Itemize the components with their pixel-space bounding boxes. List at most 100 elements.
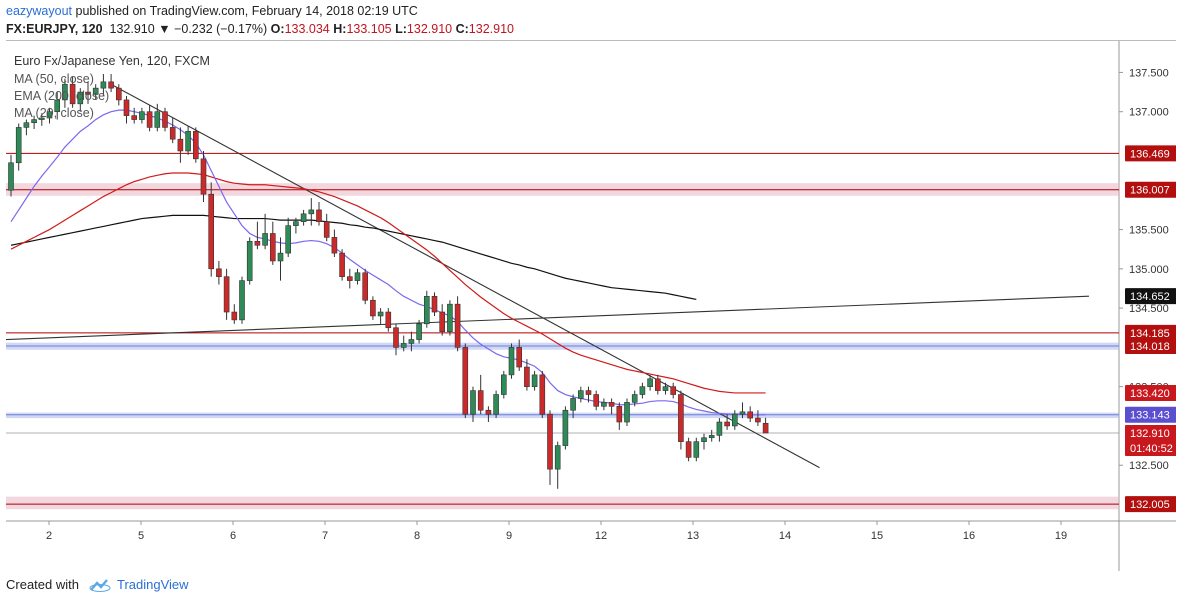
trendline [6,295,1090,341]
down-arrow-icon: ▼ [158,22,171,36]
price-tag-label: 01:40:52 [1130,443,1173,455]
candle [408,339,415,344]
y-tick-label: 134.500 [1129,303,1169,315]
price-chart[interactable]: 137.500137.000135.500135.000134.500133.5… [6,41,1176,571]
candle [139,111,145,120]
candle [69,83,76,105]
candle [46,111,53,119]
candle [447,303,453,332]
candle [454,303,461,348]
candle [38,117,45,120]
price-tag-label: 134.018 [1130,341,1170,353]
candle [439,311,446,332]
candle [62,83,68,101]
candle [708,435,715,439]
candle [193,131,199,160]
candle [547,413,553,470]
candle [585,390,592,395]
candle [747,411,754,419]
candle [331,237,338,254]
price-tag-label: 133.143 [1130,410,1170,422]
x-tick-label: 12 [595,530,607,542]
y-tick-label: 137.500 [1129,67,1169,79]
candle [77,91,84,105]
y-tick-label: 135.000 [1129,264,1169,276]
candle [608,402,615,407]
candle [716,421,723,436]
support-band [6,412,1119,419]
candle [123,99,130,116]
candle [285,225,292,254]
tradingview-link[interactable]: TradingView [116,577,189,592]
candle [416,323,422,340]
low-value: 132.910 [406,22,453,36]
candle [516,347,523,368]
candle [362,272,369,301]
price-tag-label: 134.652 [1130,291,1170,303]
candle [678,394,684,442]
ma50-line [10,172,766,394]
candle [624,402,630,423]
candle [216,268,222,277]
price-tag-label: 133.420 [1130,388,1170,400]
x-tick-label: 14 [779,530,791,542]
candle [377,311,384,317]
candle [423,296,430,325]
candle [462,347,469,415]
price-tag-label: 134.185 [1130,328,1170,340]
chart-title: Euro Fx/Japanese Yen, 120, FXCM [14,54,210,68]
x-tick-label: 6 [230,530,236,542]
tradingview-cloud-icon [89,579,111,592]
candle [762,422,769,434]
candle [15,127,22,164]
candle [739,411,746,415]
candle [323,221,330,238]
high-label: H: [333,22,347,36]
candle [731,413,738,427]
close-value: 132.910 [468,22,514,36]
publish-header: eazywayout published on TradingView.com,… [6,3,418,20]
legend-entry: MA (50, close) [14,72,94,86]
candle [293,221,299,226]
y-tick-label: 132.500 [1129,460,1169,472]
candle [601,402,607,407]
price-tag [1125,181,1176,198]
created-with-text: Created with [6,577,79,592]
x-tick-label: 9 [506,530,512,542]
candle [231,311,238,321]
candle [54,99,61,113]
close-label: C: [455,22,469,36]
candle [662,386,669,391]
candle [177,138,184,152]
candle [477,390,484,411]
candle [300,213,307,222]
trendline [113,85,820,469]
candle [200,158,207,195]
candle [169,127,176,140]
candle [531,374,538,387]
y-tick-label: 135.500 [1129,225,1169,237]
candle [670,386,677,395]
candle [131,115,137,120]
candle [554,445,561,470]
legend-entry: EMA (200, close) [14,89,109,103]
candle [185,131,191,152]
publish-info: published on TradingView.com, February 1… [72,4,418,18]
chart-area[interactable]: 137.500137.000135.500135.000134.500133.5… [6,40,1176,571]
candle [755,417,761,423]
x-tick-label: 2 [46,530,52,542]
candle [346,276,353,281]
candle [500,374,507,395]
candle [146,111,153,128]
candle [616,406,623,423]
candle [400,343,407,348]
candle [208,193,214,270]
candle [154,111,161,128]
candle [31,119,37,124]
footer: Created with TradingView [6,576,189,594]
y-tick-label: 137.000 [1129,107,1169,119]
legend-entry: MA (20, close) [14,106,94,120]
candle [92,87,99,95]
author-link[interactable]: eazywayout [6,4,73,18]
low-label: L: [395,22,407,36]
